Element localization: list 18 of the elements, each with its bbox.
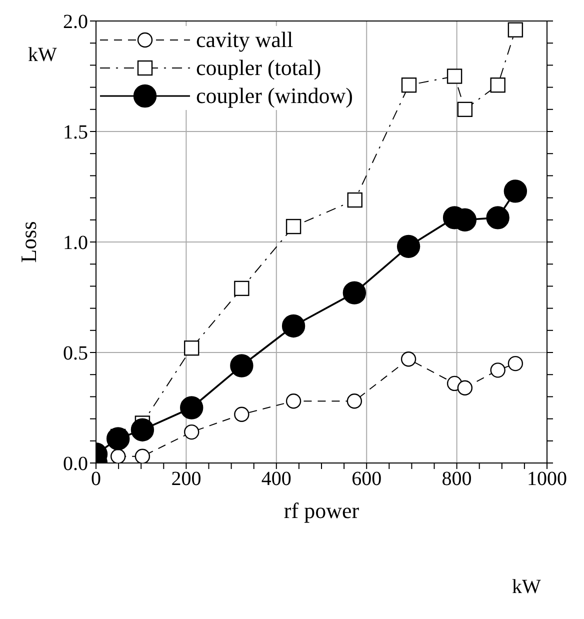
y-tick-label: 0.5 <box>63 342 88 365</box>
text: kW <box>28 44 57 67</box>
y-tick-label: 1.5 <box>63 122 88 144</box>
legend-label: coupler (total) <box>196 54 322 82</box>
x-tick-label: 0 <box>91 468 101 490</box>
y-tick-label: 1.0 <box>63 232 88 254</box>
legend-label: coupler (window) <box>196 82 354 110</box>
y-tick-label: 2.0 <box>63 11 88 34</box>
y-axis-title: Loss <box>16 221 41 263</box>
text: kW <box>512 576 541 599</box>
x-axis-title: rf power <box>284 498 360 523</box>
y-tick-label: 0.0 <box>63 453 88 476</box>
legend-label: cavity wall <box>196 26 294 54</box>
x-tick-label: 1000 <box>527 468 567 490</box>
x-tick-label: 800 <box>442 468 472 490</box>
x-tick-label: 200 <box>171 468 202 490</box>
x-tick-label: 400 <box>261 468 292 490</box>
x-tick-label: 600 <box>352 468 382 490</box>
